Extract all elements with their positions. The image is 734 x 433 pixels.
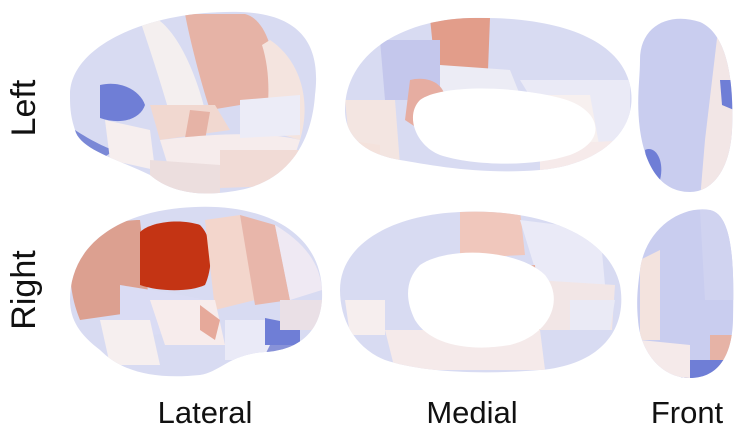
right-medial-surface: [340, 211, 622, 373]
column-label-front: Front: [650, 395, 724, 430]
left-front-surface: [638, 18, 733, 192]
left-lateral-surface: [70, 11, 317, 194]
left-medial-surface: [345, 17, 632, 172]
column-label-lateral: Lateral: [157, 395, 253, 430]
right-lateral-surface: [70, 206, 323, 377]
right-front-surface: [637, 209, 734, 378]
row-label-right: Right: [5, 250, 43, 330]
column-label-medial: Medial: [426, 395, 518, 430]
row-label-left: Left: [5, 79, 43, 137]
